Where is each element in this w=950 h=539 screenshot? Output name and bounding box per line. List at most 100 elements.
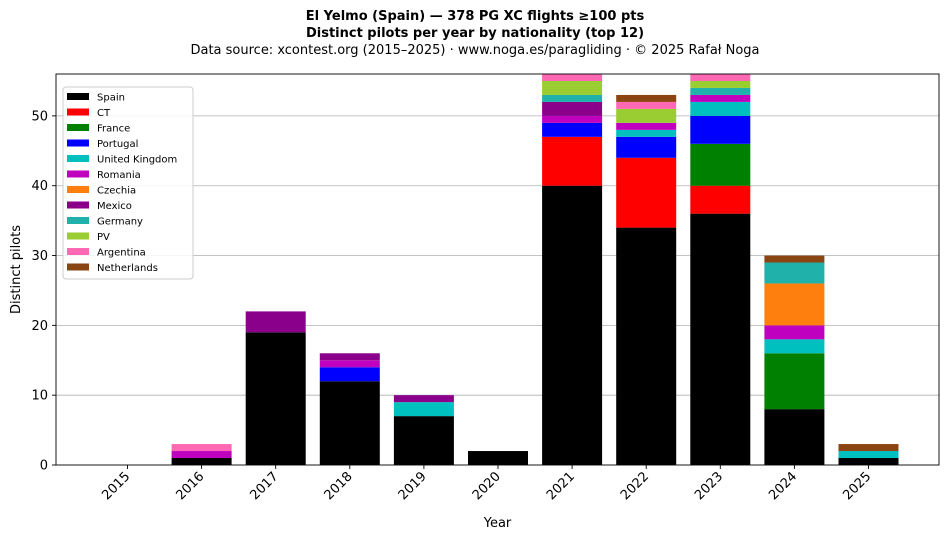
- legend: Spain CT France Portugal United Kingdom Roman…: [62, 86, 194, 280]
- bar-segment: [764, 255, 825, 263]
- y-tick-label: 50: [31, 109, 48, 124]
- x-tick-label: 2020: [470, 469, 504, 503]
- x-axis-label: Year: [483, 516, 512, 531]
- legend-swatch: [67, 124, 89, 131]
- y-tick-label: 40: [31, 179, 48, 194]
- legend-label: Spain: [97, 93, 125, 104]
- x-tick-label: 2015: [99, 469, 133, 503]
- bar-segment: [616, 129, 677, 137]
- bar-segment: [319, 353, 380, 361]
- bar-segment: [171, 458, 232, 465]
- bar-segment: [616, 157, 677, 228]
- legend-label: United Kingdom: [97, 155, 177, 166]
- legend-label: Czechia: [97, 186, 136, 197]
- legend-swatch: [67, 139, 89, 147]
- bar-segment: [542, 115, 603, 123]
- bar-segment: [319, 360, 380, 368]
- bar-segment: [542, 185, 603, 465]
- bar-segment: [764, 262, 825, 284]
- bar-segment: [690, 94, 751, 102]
- legend-label: Netherlands: [97, 263, 158, 274]
- bar-segment: [838, 451, 899, 459]
- bar-segment: [690, 185, 751, 214]
- bar-segment: [319, 367, 380, 382]
- x-tick-label: 2017: [248, 469, 282, 503]
- bar-segment: [616, 101, 677, 109]
- bar-segment: [319, 381, 380, 465]
- chart-source-line: Data source: xcontest.org (2015–2025) · …: [190, 43, 760, 58]
- bar-segment: [393, 395, 454, 403]
- x-tick-label: 2025: [840, 469, 874, 503]
- bar-segment: [690, 143, 751, 186]
- bar-segment: [838, 458, 899, 465]
- legend-swatch: [67, 108, 89, 116]
- legend-label: CT: [97, 108, 111, 119]
- bar-segment: [616, 136, 677, 158]
- x-tick-label: 2019: [396, 469, 430, 503]
- bar-segment: [245, 332, 306, 465]
- y-tick-label: 30: [31, 249, 48, 264]
- bar-segment: [542, 101, 603, 116]
- bar-segment: [764, 353, 825, 410]
- y-tick-label: 0: [40, 459, 48, 474]
- legend-swatch: [67, 93, 89, 100]
- x-tick-label: 2021: [544, 469, 578, 503]
- legend-label: Germany: [97, 217, 143, 228]
- plot-frame: [55, 73, 940, 466]
- legend-label: France: [97, 124, 130, 135]
- bar-segment: [542, 94, 603, 102]
- x-tick-label: 2018: [322, 469, 356, 503]
- y-axis-label: Distinct pilots: [9, 225, 24, 314]
- bar-segment: [690, 101, 751, 116]
- bar-segment: [542, 136, 603, 186]
- bar-segment: [542, 122, 603, 137]
- legend-label: Argentina: [97, 248, 146, 259]
- legend-swatch: [67, 186, 89, 193]
- bar-segment: [171, 444, 232, 452]
- legend-label: Portugal: [97, 139, 138, 150]
- chart-title: El Yelmo (Spain) — 378 PG XC flights ≥10…: [305, 9, 645, 24]
- legend-label: Mexico: [97, 201, 132, 212]
- bar-segment: [171, 451, 232, 459]
- y-tick-label: 20: [31, 319, 48, 334]
- bar-segment: [468, 451, 528, 465]
- legend-swatch: [67, 201, 89, 209]
- bar-segment: [690, 213, 751, 465]
- x-tick-label: 2023: [692, 469, 726, 503]
- bars-group: [171, 74, 899, 465]
- legend-label: Romania: [97, 170, 141, 181]
- legend-swatch: [67, 155, 89, 162]
- legend-swatch: [67, 217, 89, 224]
- y-tick-label: 10: [31, 389, 48, 404]
- bar-segment: [764, 283, 825, 326]
- bar-segment: [393, 416, 454, 465]
- bar-segment: [616, 94, 677, 102]
- bar-segment: [690, 87, 751, 95]
- legend-swatch: [67, 248, 89, 255]
- bar-segment: [393, 402, 454, 417]
- legend-box: [62, 86, 194, 280]
- bar-segment: [764, 409, 825, 465]
- bar-segment: [245, 311, 306, 333]
- bar-segment: [690, 80, 751, 88]
- bar-segment: [616, 227, 677, 465]
- legend-swatch: [67, 170, 89, 178]
- bar-segment: [838, 444, 899, 452]
- bar-segment: [690, 74, 751, 81]
- bar-segment: [616, 108, 677, 123]
- legend-swatch: [67, 232, 89, 240]
- bar-segment: [764, 325, 825, 340]
- x-tick-label: 2024: [766, 469, 800, 503]
- bar-segment: [542, 80, 603, 95]
- bar-segment: [764, 339, 825, 354]
- bar-segment: [542, 74, 603, 81]
- bar-segment: [616, 122, 677, 130]
- legend-swatch: [67, 263, 89, 271]
- x-tick-label: 2016: [173, 469, 207, 503]
- x-tick-label: 2022: [618, 469, 652, 503]
- chart-subtitle: Distinct pilots per year by nationality …: [305, 26, 645, 41]
- chart-title-block: El Yelmo (Spain) — 378 PG XC flights ≥10…: [0, 8, 950, 59]
- legend-label: PV: [97, 232, 110, 243]
- bar-segment: [690, 115, 751, 144]
